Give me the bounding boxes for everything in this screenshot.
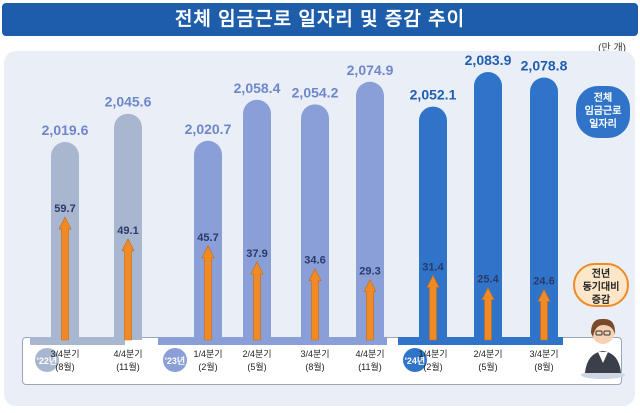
total-value-label: 2,083.9 — [465, 52, 512, 68]
glasses-right — [603, 330, 611, 336]
total-value-label: 2,054.2 — [292, 84, 339, 100]
total-value-label: 2,045.6 — [105, 94, 152, 110]
total-jobs-bar — [243, 99, 271, 340]
total-jobs-bar — [419, 106, 447, 340]
total-value-label: 2,020.7 — [185, 121, 232, 137]
change-value-label: 31.4 — [422, 261, 444, 273]
period-quarter-label: 1/4분기 — [193, 349, 222, 359]
change-value-label: 59.7 — [54, 203, 75, 215]
legend-total-line: 임금근로 — [584, 106, 622, 117]
figure-shirt — [598, 352, 608, 363]
total-value-label: 2,019.6 — [42, 122, 89, 138]
figure-face — [592, 322, 614, 344]
chart-title: 전체 임금근로 일자리 및 증감 추이 — [174, 9, 466, 30]
year-band — [398, 337, 563, 345]
change-value-label: 24.6 — [533, 275, 554, 287]
yoy-change-arrow — [363, 278, 377, 341]
legend-total-line: 전체 — [593, 93, 613, 104]
year-band — [30, 337, 125, 345]
legend-change-line: 증감 — [591, 295, 611, 306]
yoy-change-arrow — [426, 274, 440, 341]
yoy-change-arrow — [308, 268, 322, 341]
yoy-change-arrow — [537, 288, 551, 341]
period-quarter-label: 3/4분기 — [50, 349, 79, 359]
year-label: '22년 — [37, 355, 57, 366]
period-month-label: (8월) — [305, 361, 324, 372]
change-value-label: 37.9 — [246, 248, 267, 260]
title-bar: 전체 임금근로 일자리 및 증감 추이 — [2, 3, 638, 36]
year-badge — [403, 348, 427, 372]
period-month-label: (11월) — [116, 361, 140, 372]
year-band — [158, 337, 387, 345]
presenter-illustration — [581, 318, 625, 379]
total-jobs-bar — [114, 113, 142, 340]
period-month-label: (8월) — [55, 361, 74, 372]
period-month-label: (2월) — [198, 361, 217, 372]
period-quarter-label: 3/4분기 — [300, 349, 329, 359]
change-value-label: 29.3 — [359, 266, 380, 278]
total-jobs-bar — [301, 104, 329, 340]
period-quarter-label: 2/4분기 — [473, 349, 502, 359]
period-month-label: (11월) — [358, 361, 382, 372]
yoy-change-arrow — [481, 287, 495, 341]
total-value-label: 2,058.4 — [234, 80, 281, 96]
legend-change-line: 전년 — [591, 269, 611, 280]
period-quarter-label: 4/4분기 — [355, 349, 384, 359]
change-value-label: 25.4 — [477, 274, 499, 286]
year-badge — [35, 348, 59, 372]
legend-change-line: 동기대비 — [582, 282, 620, 293]
change-value-label: 45.7 — [197, 232, 218, 244]
total-jobs-bar — [194, 140, 222, 340]
total-jobs-bar — [356, 81, 384, 340]
legend-total-jobs: 전체 임금근로 일자리 — [576, 86, 630, 138]
period-quarter-label: 1/4분기 — [418, 349, 447, 359]
yoy-change-arrow — [201, 245, 215, 341]
yoy-change-arrow — [250, 261, 264, 341]
legend-yoy-change: 전년 동기대비 증감 — [573, 263, 629, 307]
figure-hair — [591, 318, 616, 337]
total-value-label: 2,078.8 — [521, 58, 568, 74]
period-month-label: (5월) — [478, 361, 497, 372]
year-label: '24년 — [405, 355, 425, 366]
period-quarter-label: 2/4분기 — [242, 349, 271, 359]
change-value-label: 34.6 — [304, 255, 325, 267]
change-value-label: 49.1 — [117, 225, 138, 237]
period-quarter-label: 4/4분기 — [113, 349, 142, 359]
unit-label: (만 개) — [598, 43, 626, 54]
year-label: '23년 — [165, 355, 185, 366]
year-badge — [163, 348, 187, 372]
total-jobs-bar — [530, 77, 558, 341]
total-jobs-bar — [474, 72, 502, 340]
period-month-label: (5월) — [247, 361, 266, 372]
yoy-change-arrow — [121, 238, 135, 341]
total-value-label: 2,074.9 — [347, 62, 394, 78]
period-month-label: (2월) — [423, 361, 442, 372]
glasses-left — [595, 330, 603, 336]
yoy-change-arrow — [58, 216, 72, 341]
total-value-label: 2,052.1 — [410, 87, 457, 103]
period-quarter-label: 3/4분기 — [529, 349, 558, 359]
legend-total-line: 일자리 — [589, 119, 617, 130]
period-month-label: (8월) — [534, 361, 553, 372]
